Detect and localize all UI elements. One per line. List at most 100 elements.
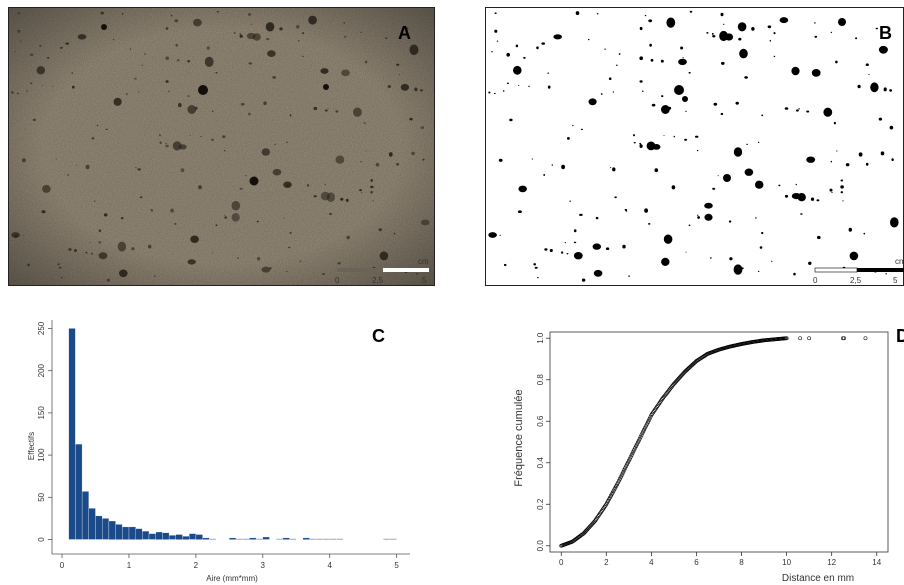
- pore-speck: [639, 56, 643, 60]
- pore-speck: [551, 164, 553, 166]
- pore-speck: [250, 23, 252, 25]
- cumulative-x-tick-label: 4: [649, 558, 654, 567]
- pore-speck: [858, 152, 863, 157]
- pore-speck: [150, 209, 153, 211]
- cumulative-plot-frame: [549, 331, 889, 553]
- pore-speck: [91, 252, 93, 255]
- histogram-bar: [122, 526, 130, 540]
- pore-speck: [148, 244, 152, 249]
- pore-speck: [283, 217, 285, 219]
- cumulative-point: [642, 427, 647, 432]
- pore-speck: [240, 103, 245, 106]
- cumulative-x-tick-label: 12: [827, 558, 836, 567]
- pore-speck: [283, 181, 292, 188]
- pore-speck: [198, 185, 202, 190]
- pore-speck: [615, 64, 618, 66]
- pore-speck: [592, 243, 601, 250]
- pore-speck: [178, 103, 182, 108]
- histogram-x-tick-label: 3: [261, 561, 266, 570]
- cumulative-point: [666, 388, 671, 393]
- histogram-bar: [135, 528, 143, 540]
- pore-speck: [85, 251, 88, 254]
- pore-speck: [168, 90, 170, 92]
- pore-speck: [364, 60, 368, 64]
- pore-speck: [697, 216, 700, 219]
- pore-speck: [795, 183, 797, 186]
- pore-speck: [695, 135, 699, 138]
- cumulative-y-tick-label: 0.4: [536, 457, 545, 469]
- pore-speck: [711, 32, 714, 35]
- cumulative-point: [637, 436, 642, 441]
- pore-speck: [41, 85, 43, 86]
- pore-speck: [144, 53, 147, 55]
- pore-speck: [286, 141, 288, 143]
- pore-speck: [633, 142, 636, 144]
- pore-speck: [206, 46, 210, 50]
- pore-speck: [246, 32, 256, 40]
- histogram-bar: [182, 536, 190, 540]
- pore-speck: [187, 60, 191, 63]
- pore-speck: [596, 13, 599, 15]
- pore-speck: [341, 69, 350, 77]
- pore-speck: [547, 72, 549, 74]
- panel-b-scale-unit: cm: [895, 257, 904, 266]
- pore-speck: [831, 191, 833, 194]
- pore-speck: [666, 17, 676, 28]
- pore-speck: [537, 276, 539, 279]
- pore-speck: [343, 36, 347, 38]
- pore-speck: [728, 220, 732, 223]
- pore-speck: [324, 183, 326, 186]
- pore-speck: [100, 11, 104, 15]
- cumulative-point: [619, 473, 624, 478]
- panel-a-label: A: [398, 23, 411, 43]
- histogram-bar: [255, 538, 263, 540]
- pore-speck: [224, 150, 226, 152]
- pore-speck: [337, 262, 341, 265]
- pore-speck: [120, 217, 124, 220]
- histogram-y-tick-label: 0: [37, 537, 46, 542]
- pore-speck: [46, 57, 50, 59]
- panel-a-scale-tick-2: 5: [422, 276, 427, 285]
- pore-speck: [414, 87, 418, 92]
- pore-speck: [363, 122, 366, 124]
- cumulative-point: [645, 420, 650, 425]
- histogram-bar: [322, 538, 330, 540]
- cumulative-point: [617, 478, 621, 483]
- pore-speck: [360, 31, 362, 33]
- pore-speck: [612, 91, 614, 93]
- pore-speck: [231, 200, 241, 211]
- pore-speck: [628, 275, 630, 277]
- pore-speck: [685, 110, 687, 112]
- pore-speck: [684, 138, 688, 141]
- pore-speck: [614, 196, 617, 199]
- pore-speck: [840, 191, 843, 194]
- pore-speck: [361, 191, 363, 193]
- pore-speck: [11, 232, 20, 238]
- pore-speck: [889, 125, 894, 130]
- pore-speck: [209, 57, 211, 59]
- histogram-y-tick-label: 150: [37, 406, 46, 420]
- cumulative-point: [626, 460, 630, 465]
- pore-speck: [880, 151, 885, 156]
- pore-speck: [733, 264, 743, 275]
- pore-speck: [370, 179, 374, 182]
- pore-speck: [488, 91, 491, 94]
- pore-speck: [165, 56, 169, 60]
- cumulative-chart: D 0 2 4 6 8 10 12 14 0.0 0.2 0.4 0.6 0.8 1.0 Distance…: [513, 326, 904, 584]
- pore-speck: [663, 234, 673, 244]
- pore-speck: [735, 101, 739, 105]
- pore-speck: [279, 27, 283, 31]
- histogram-bar: [195, 534, 203, 540]
- histogram-x-axis-label: Aire (mm*mm): [206, 574, 258, 583]
- pore-speck: [506, 52, 510, 57]
- pore-speck: [536, 46, 539, 50]
- pore-speck: [265, 22, 275, 32]
- pore-speck: [298, 40, 300, 42]
- pore-speck: [359, 189, 363, 192]
- pore-speck: [411, 151, 415, 156]
- histogram-bar: [175, 534, 183, 540]
- cumulative-point: [635, 442, 639, 447]
- pore-speck: [541, 42, 545, 45]
- histogram-bar: [95, 515, 103, 540]
- pore-speck: [513, 65, 522, 75]
